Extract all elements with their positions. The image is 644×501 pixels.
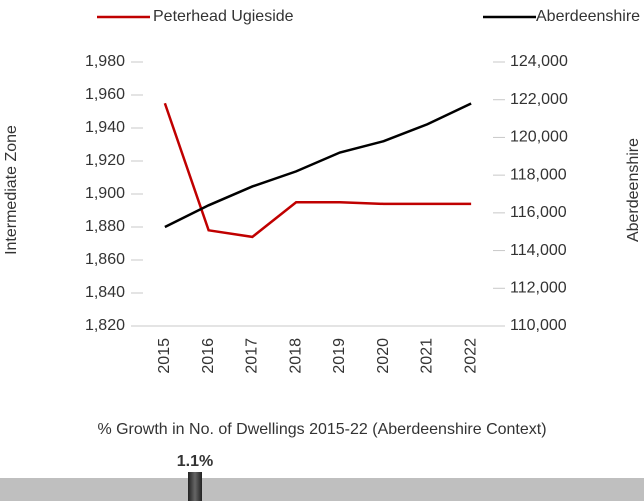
y2-tick-label: 118,000: [510, 166, 567, 183]
indicator-title: % Growth in No. of Dwellings 2015-22 (Ab…: [97, 421, 546, 438]
indicator-marker: [188, 472, 202, 501]
y2-tick-label: 112,000: [510, 280, 567, 297]
y-tick-label: 1,860: [85, 251, 125, 268]
y-tick-label: 1,900: [85, 185, 125, 202]
indicator-bar: [0, 478, 644, 501]
y-tick-label: 1,980: [85, 53, 125, 70]
y-tick-label: 1,960: [85, 86, 125, 103]
y2-tick-label: 120,000: [510, 129, 568, 146]
y-tick-label: 1,820: [85, 317, 125, 334]
y-axis-title: Intermediate Zone: [3, 125, 20, 255]
y-tick-label: 1,940: [85, 119, 125, 136]
y-tick-label: 1,880: [85, 218, 125, 235]
y2-tick-label: 124,000: [510, 53, 568, 70]
y2-tick-label: 114,000: [510, 242, 567, 259]
x-tick-label: 2017: [244, 338, 261, 374]
series-line: [163, 102, 472, 239]
indicator-label: 1.1%: [177, 453, 213, 470]
y2-tick-label: 122,000: [510, 91, 568, 108]
x-tick-label: 2020: [375, 338, 392, 374]
x-tick-label: 2021: [419, 338, 436, 374]
series-line: [164, 102, 472, 229]
x-tick-label: 2019: [331, 338, 348, 374]
y-tick-label: 1,920: [85, 152, 125, 169]
y2-tick-label: 116,000: [510, 204, 567, 221]
x-tick-label: 2015: [156, 338, 173, 374]
x-tick-label: 2016: [200, 338, 217, 374]
x-tick-label: 2018: [287, 338, 304, 374]
y-tick-label: 1,840: [85, 284, 125, 301]
y2-axis-title: Aberdeenshire: [625, 138, 642, 242]
legend-label: Peterhead Ugieside: [153, 8, 294, 25]
x-tick-label: 2022: [462, 338, 479, 374]
y2-tick-label: 110,000: [510, 317, 567, 334]
legend-label: Aberdeenshire: [536, 8, 640, 25]
